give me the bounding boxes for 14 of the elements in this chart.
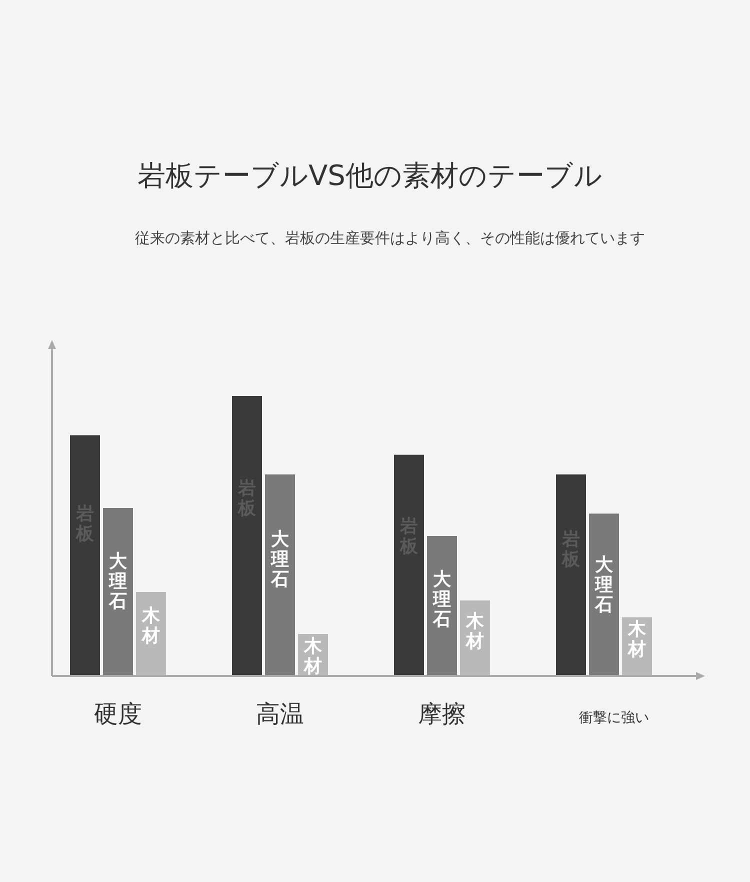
- text: 大理石: [271, 528, 289, 590]
- text: 木材: [628, 619, 646, 660]
- x-tick-label: 高温: [256, 700, 304, 728]
- series-label: 大理石: [108, 550, 128, 612]
- chart-subtitle: 従来の素材と比べて、岩板の生産要件はより高く、その性能は優れています: [135, 229, 645, 247]
- x-tick-label: 衝撃に強い: [579, 710, 649, 726]
- chart-title: 岩板テーブルVS他の素材のテーブル: [138, 159, 602, 192]
- text: 木材: [142, 605, 160, 646]
- x-tick-label: 摩擦: [418, 700, 466, 728]
- text: 大理石: [595, 554, 613, 616]
- series-label: 木材: [303, 636, 323, 677]
- text: 木材: [466, 610, 484, 652]
- text: 大理石: [433, 569, 451, 630]
- x-tick-label: 硬度: [94, 700, 142, 728]
